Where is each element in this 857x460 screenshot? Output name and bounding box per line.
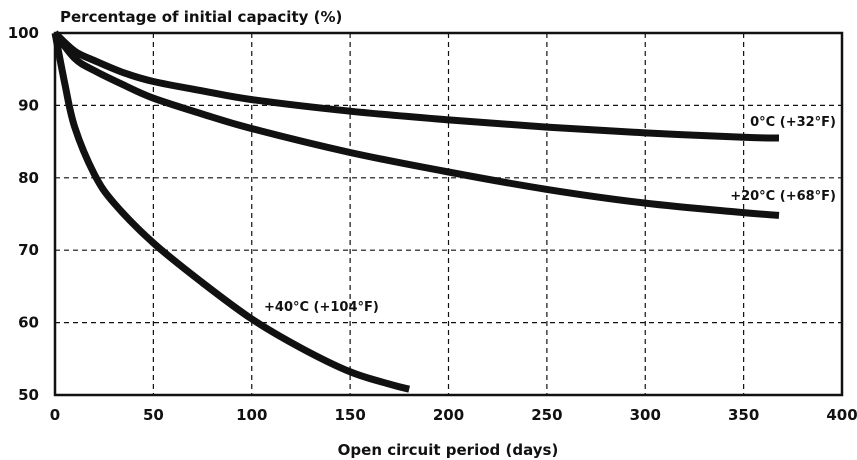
y-tick-label: 100 (8, 24, 39, 42)
series-label: 0°C (+32°F) (750, 115, 836, 130)
x-tick-label: 0 (50, 406, 60, 424)
series-label: +40°C (+104°F) (264, 300, 379, 315)
x-tick-label: 150 (334, 406, 365, 424)
x-tick-label: 50 (143, 406, 164, 424)
y-tick-label: 50 (18, 386, 39, 404)
series-line-20c (52, 30, 780, 219)
y-tick-label: 80 (18, 169, 39, 187)
plot-frame (53, 31, 844, 397)
x-tick-label: 200 (433, 406, 464, 424)
series-line-40c (51, 32, 411, 393)
series-line-0c (52, 30, 780, 142)
x-axis-title: Open circuit period (days) (338, 441, 559, 459)
x-tick-label: 400 (826, 406, 857, 424)
y-axis-title: Percentage of initial capacity (%) (60, 8, 342, 26)
y-tick-label: 90 (18, 96, 39, 114)
y-tick-label: 70 (18, 241, 39, 259)
y-tick-label: 60 (18, 314, 39, 332)
x-tick-label: 100 (236, 406, 267, 424)
x-tick-label: 300 (630, 406, 661, 424)
series-labels: 0°C (+32°F) +20°C (+68°F) +40°C (+104°F) (264, 115, 836, 315)
axis-ticks: 0 50 100 150 200 250 300 350 400 50 60 70 80 90 100 (8, 24, 857, 424)
x-tick-label: 350 (728, 406, 759, 424)
series-group (51, 30, 780, 393)
x-tick-label: 250 (531, 406, 562, 424)
series-label: +20°C (+68°F) (730, 189, 836, 204)
